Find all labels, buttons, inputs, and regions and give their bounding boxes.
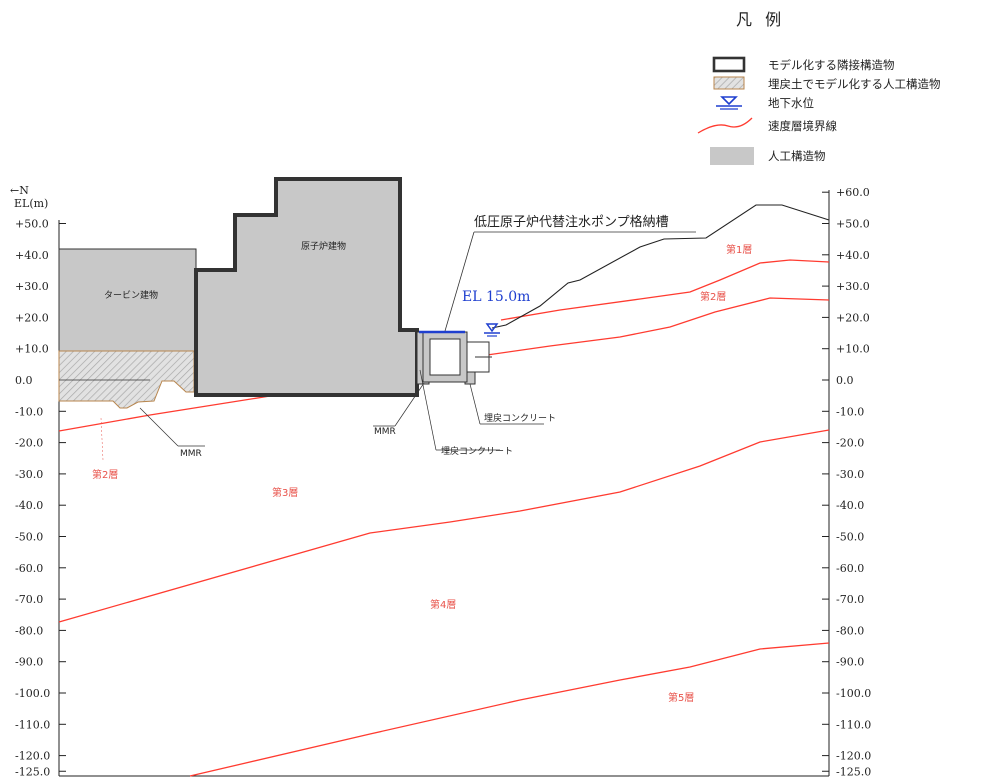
mmr-left-leader (139, 407, 179, 447)
right-tick-label: -40.0 (836, 499, 864, 512)
boundary-layer3-layer4 (58, 429, 830, 623)
right-tick-label: -30.0 (836, 468, 864, 481)
layer-4-label: 第4層 (430, 598, 456, 611)
right-tick-label: +60.0 (836, 186, 870, 199)
right-tick-label: +30.0 (836, 280, 870, 293)
left-tick-label: -50.0 (15, 531, 43, 544)
right-tick-label: +10.0 (836, 343, 870, 356)
boundary-layer4-layer5 (189, 642, 830, 777)
boundary-layer2-layer3-left (58, 395, 271, 432)
red-curve-icon (697, 117, 753, 134)
ground-surface-line (491, 204, 830, 329)
legend-title: 凡 例 (736, 10, 785, 29)
left-tick-label: -40.0 (15, 499, 43, 512)
reactor-building-label: 原子炉建物 (301, 240, 346, 252)
right-tick-label: -70.0 (836, 593, 864, 606)
left-tick-label: -60.0 (15, 562, 43, 575)
left-tick-label: +30.0 (15, 280, 49, 293)
mmr-right-leader (394, 382, 425, 427)
pump-pit-label: 低圧原子炉代替注水ポンプ格納槽 (474, 214, 669, 230)
groundwater-triangle-icon (716, 96, 742, 110)
backfill-concrete-2-label: 埋戻コンクリート (484, 412, 556, 424)
legend-label-groundwater: 地下水位 (768, 96, 814, 110)
left-tick-label: -125.0 (15, 765, 50, 778)
legend-label-velocity-boundary: 速度層境界線 (768, 119, 837, 133)
right-tick-label: -80.0 (836, 624, 864, 637)
right-tick-label: -110.0 (836, 718, 871, 731)
mmr-left-label: MMR (180, 449, 202, 459)
left-tick-label: -10.0 (15, 405, 43, 418)
north-arrow-label: ←N (10, 184, 29, 197)
right-tick-label: +50.0 (836, 218, 870, 231)
left-tick-label: -100.0 (15, 687, 50, 700)
boundary-layer2-layer3-right (486, 297, 830, 356)
el-15-label: EL 15.0m (462, 289, 530, 305)
right-tick-label: +20.0 (836, 311, 870, 324)
legend-label-adjacent-structure: モデル化する隣接構造物 (768, 58, 895, 72)
legend-label-backfill-structure: 埋戻土でモデル化する人工構造物 (768, 77, 941, 91)
thick-outline-box-icon (712, 56, 746, 73)
left-tick-label: +20.0 (15, 311, 49, 324)
legend-label-artificial-structure: 人工構造物 (768, 149, 826, 163)
right-tick-label: -90.0 (836, 656, 864, 669)
left-tick-label: -70.0 (15, 593, 43, 606)
right-tick-label: -120.0 (836, 750, 871, 763)
layer-2-right-label: 第2層 (700, 290, 726, 303)
right-tick-label: -10.0 (836, 405, 864, 418)
backfill-concrete-2-leader (469, 383, 481, 425)
left-tick-label: -90.0 (15, 656, 43, 669)
pump-pit-interior (429, 338, 461, 376)
layer-1-label: 第1層 (726, 243, 752, 256)
right-tick-label: -60.0 (836, 562, 864, 575)
backfill-concrete-1-label: 埋戻コンクリート (441, 445, 513, 457)
mmr-right-label: MMR (374, 427, 396, 437)
reactor-building (194, 177, 419, 397)
gray-box-icon (710, 147, 754, 165)
pump-pit-leader (444, 231, 475, 332)
left-tick-label: +50.0 (15, 218, 49, 231)
left-tick-label: 0.0 (15, 374, 33, 387)
backfill-concrete-1-leader (419, 369, 437, 451)
left-tick-label: -110.0 (15, 718, 50, 731)
layer-5-label: 第5層 (668, 691, 694, 704)
right-axis-ticks: +60.0 +50.0 +40.0 +30.0 +20.0 +10.0 0.0 -10.0 -2… (822, 186, 871, 778)
right-tick-label: -50.0 (836, 531, 864, 544)
boundary-layer1-layer2 (500, 259, 830, 321)
left-tick-label: -120.0 (15, 750, 50, 763)
right-tick-label: -100.0 (836, 687, 871, 700)
right-tick-label: 0.0 (836, 374, 854, 387)
right-tick-label: -125.0 (836, 765, 871, 778)
left-tick-label: -20.0 (15, 437, 43, 450)
velocity-boundaries (58, 259, 830, 777)
layer-3-label: 第3層 (272, 486, 298, 499)
layer-2-left-label: 第2層 (92, 468, 118, 481)
left-tick-label: -30.0 (15, 468, 43, 481)
left-tick-label: +40.0 (15, 249, 49, 262)
right-tick-label: +40.0 (836, 249, 870, 262)
turbine-building-label: タービン建物 (104, 289, 158, 301)
axis-unit-label: EL(m) (14, 197, 48, 210)
left-axis-ticks: +50.0 +40.0 +30.0 +20.0 +10.0 0.0 -10.0 -20.0 -3… (15, 218, 66, 778)
backfill-artificial-structure (58, 350, 195, 409)
right-tick-label: -20.0 (836, 437, 864, 450)
groundwater-level-icon (484, 323, 500, 337)
left-tick-label: -80.0 (15, 624, 43, 637)
left-tick-label: +10.0 (15, 343, 49, 356)
legend: モデル化する隣接構造物 埋戻土でモデル化する人工構造物 地下水位 速度層境界線 … (697, 56, 941, 165)
hatched-box-icon (713, 76, 745, 90)
